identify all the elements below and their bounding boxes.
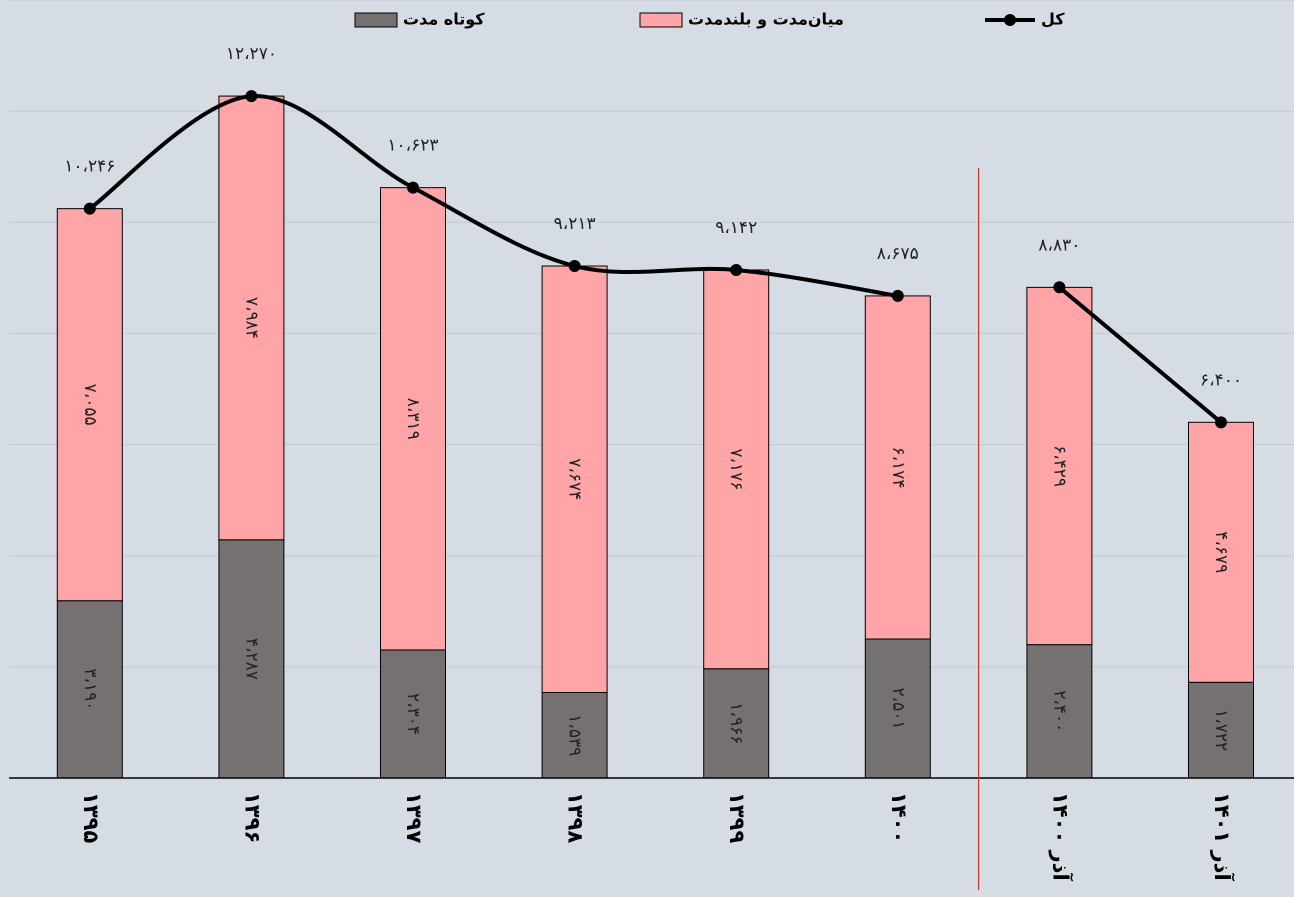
x-tick-label: ۱۳۹۶: [240, 792, 264, 843]
segment-label: ۷،۰۵۵: [80, 384, 100, 426]
total-label: ۱۰،۶۲۳: [387, 136, 438, 156]
bar-segment: [1026, 644, 1093, 779]
segment-label: ۴،۶۷۹: [1211, 531, 1231, 573]
segment-label: ۲،۳۰۴: [403, 693, 423, 735]
segment-label: ۸،۳۱۹: [403, 398, 423, 440]
total-label: ۶،۴۰۰: [1200, 370, 1242, 390]
legend-swatch: [354, 12, 398, 28]
bar-segment: [380, 187, 446, 651]
segment-label: ۷،۱۷۶: [726, 448, 746, 490]
bar-segment: [218, 539, 285, 779]
bar-segment: [1026, 286, 1093, 646]
bar-segment: [1188, 681, 1254, 779]
line-point: [1053, 281, 1066, 294]
x-tick-label: آذر ۱۴۰۰: [1048, 792, 1073, 881]
segment-label: ۷،۹۸۴: [241, 297, 261, 339]
legend-label: کوتاه مدت: [403, 10, 485, 29]
segment-label: ۴،۲۸۷: [241, 638, 261, 680]
segment-label: ۲،۵۰۱: [888, 688, 908, 730]
segment-label: ۱،۷۲۲: [1211, 709, 1231, 751]
line-point: [568, 260, 581, 273]
line-point: [730, 263, 743, 276]
bar-segment: [703, 269, 770, 670]
total-label: ۹،۱۴۲: [715, 218, 757, 238]
total-label: ۱۲،۲۷۰: [226, 44, 277, 64]
legend-label: میان‌مدت و بلندمدت: [688, 10, 844, 29]
bar-segment: [864, 638, 931, 779]
line-point: [1215, 416, 1227, 429]
x-tick-label: ۱۳۹۷: [402, 792, 426, 843]
x-tick-label: آذر ۱۴۰۱: [1210, 792, 1235, 881]
total-label: ۱۰،۲۴۶: [64, 157, 115, 177]
segment-label: ۷،۶۷۴: [565, 458, 585, 500]
x-tick-label: ۱۳۹۵: [79, 792, 103, 843]
legend-swatch: [639, 12, 683, 28]
segment-label: ۶،۱۷۴: [888, 446, 908, 488]
total-label: ۸،۶۷۵: [877, 244, 919, 264]
total-label: ۹،۲۱۳: [554, 214, 596, 234]
x-tick-label: ۱۳۹۹: [725, 792, 749, 843]
segment-label: ۳،۱۹۰: [80, 668, 100, 710]
bar-segment: [56, 208, 123, 602]
segment-label: ۶،۴۲۹: [1049, 445, 1069, 487]
legend-point: [1004, 14, 1016, 26]
total-line: [88, 94, 899, 298]
bar-segment: [541, 691, 608, 779]
x-tick-label: ۱۳۹۸: [564, 792, 588, 843]
line-point: [407, 181, 419, 194]
line-point: [891, 289, 904, 302]
legend-label: کل: [1041, 10, 1065, 29]
bar-segment: [218, 95, 285, 541]
bar-segment: [541, 265, 608, 693]
x-tick-label: ۱۴۰۰: [887, 792, 911, 843]
segment-label: ۱،۹۶۶: [726, 702, 746, 744]
total-label: ۸،۸۳۰: [1038, 235, 1080, 255]
bar-segment: [1188, 421, 1254, 683]
bar-segment: [864, 295, 931, 640]
total-line: [1058, 285, 1223, 424]
segment-label: ۲،۴۰۰: [1049, 690, 1069, 732]
bar-segment: [380, 649, 446, 779]
line-point: [83, 202, 96, 215]
line-point: [245, 90, 258, 103]
segment-label: ۱،۵۳۹: [565, 714, 585, 756]
